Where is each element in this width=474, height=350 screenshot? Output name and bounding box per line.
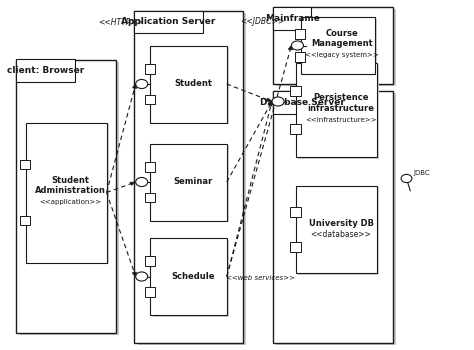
Bar (276, 9, 396, 86)
Bar (273, 7, 393, 84)
Circle shape (136, 177, 148, 187)
Bar (19, 62, 119, 335)
Bar (145, 94, 155, 104)
Circle shape (136, 79, 148, 89)
Bar (153, 240, 229, 317)
Polygon shape (132, 272, 137, 276)
Text: Administration: Administration (35, 186, 106, 195)
Bar (145, 256, 155, 266)
Bar (134, 10, 243, 343)
Polygon shape (405, 174, 408, 177)
Text: Application Server: Application Server (121, 18, 216, 26)
Bar (298, 65, 379, 159)
Text: Student: Student (174, 79, 212, 89)
Bar (17, 60, 116, 332)
Bar (291, 124, 301, 134)
Circle shape (272, 97, 284, 106)
Text: Course: Course (326, 29, 359, 38)
Bar (28, 124, 109, 264)
Circle shape (401, 174, 412, 183)
Text: Persistence: Persistence (313, 93, 369, 103)
Polygon shape (268, 102, 272, 106)
Bar (153, 145, 229, 222)
Text: client: Browser: client: Browser (7, 66, 84, 75)
Bar (295, 52, 305, 62)
Bar (273, 91, 331, 114)
Bar (20, 160, 30, 169)
Circle shape (136, 272, 148, 281)
Text: <<HTTP>>: <<HTTP>> (98, 18, 143, 27)
Bar (273, 91, 393, 343)
Text: Seminar: Seminar (173, 177, 213, 187)
Polygon shape (288, 46, 292, 50)
Bar (153, 47, 229, 124)
Polygon shape (132, 84, 137, 89)
Bar (298, 187, 379, 275)
Bar (150, 144, 227, 220)
Text: Mainframe: Mainframe (264, 14, 319, 23)
Bar (145, 287, 155, 297)
Text: University DB: University DB (309, 219, 374, 229)
Text: <<application>>: <<application>> (40, 199, 102, 205)
Bar (134, 10, 202, 33)
Polygon shape (130, 182, 136, 185)
Bar (26, 122, 107, 262)
Text: <<infrastructure>>: <<infrastructure>> (305, 117, 377, 123)
Bar (137, 13, 246, 345)
Bar (150, 46, 227, 122)
Bar (296, 186, 377, 273)
Bar (17, 60, 75, 82)
Bar (296, 63, 377, 158)
Bar (145, 64, 155, 74)
Polygon shape (266, 98, 272, 102)
Bar (150, 238, 227, 315)
Bar (291, 207, 301, 217)
Bar (273, 7, 311, 30)
Text: infrastructure: infrastructure (308, 104, 374, 113)
Bar (303, 19, 377, 75)
Bar (145, 162, 155, 172)
Text: Database Server: Database Server (260, 98, 345, 107)
Bar (145, 193, 155, 202)
Text: Student: Student (52, 176, 90, 185)
Bar (276, 93, 396, 345)
Bar (291, 86, 301, 96)
Text: JDBC: JDBC (413, 170, 429, 176)
Text: Schedule: Schedule (172, 272, 215, 281)
Text: <<database>>: <<database>> (311, 230, 372, 239)
Bar (291, 242, 301, 252)
Bar (295, 29, 305, 39)
Text: <<web services>>: <<web services>> (226, 275, 294, 281)
Text: <<JDBC>>: <<JDBC>> (241, 16, 285, 26)
Text: Management: Management (311, 39, 373, 48)
Text: <<legacy system>>: <<legacy system>> (305, 52, 379, 58)
Bar (20, 216, 30, 225)
Bar (301, 18, 374, 74)
Circle shape (292, 41, 303, 50)
